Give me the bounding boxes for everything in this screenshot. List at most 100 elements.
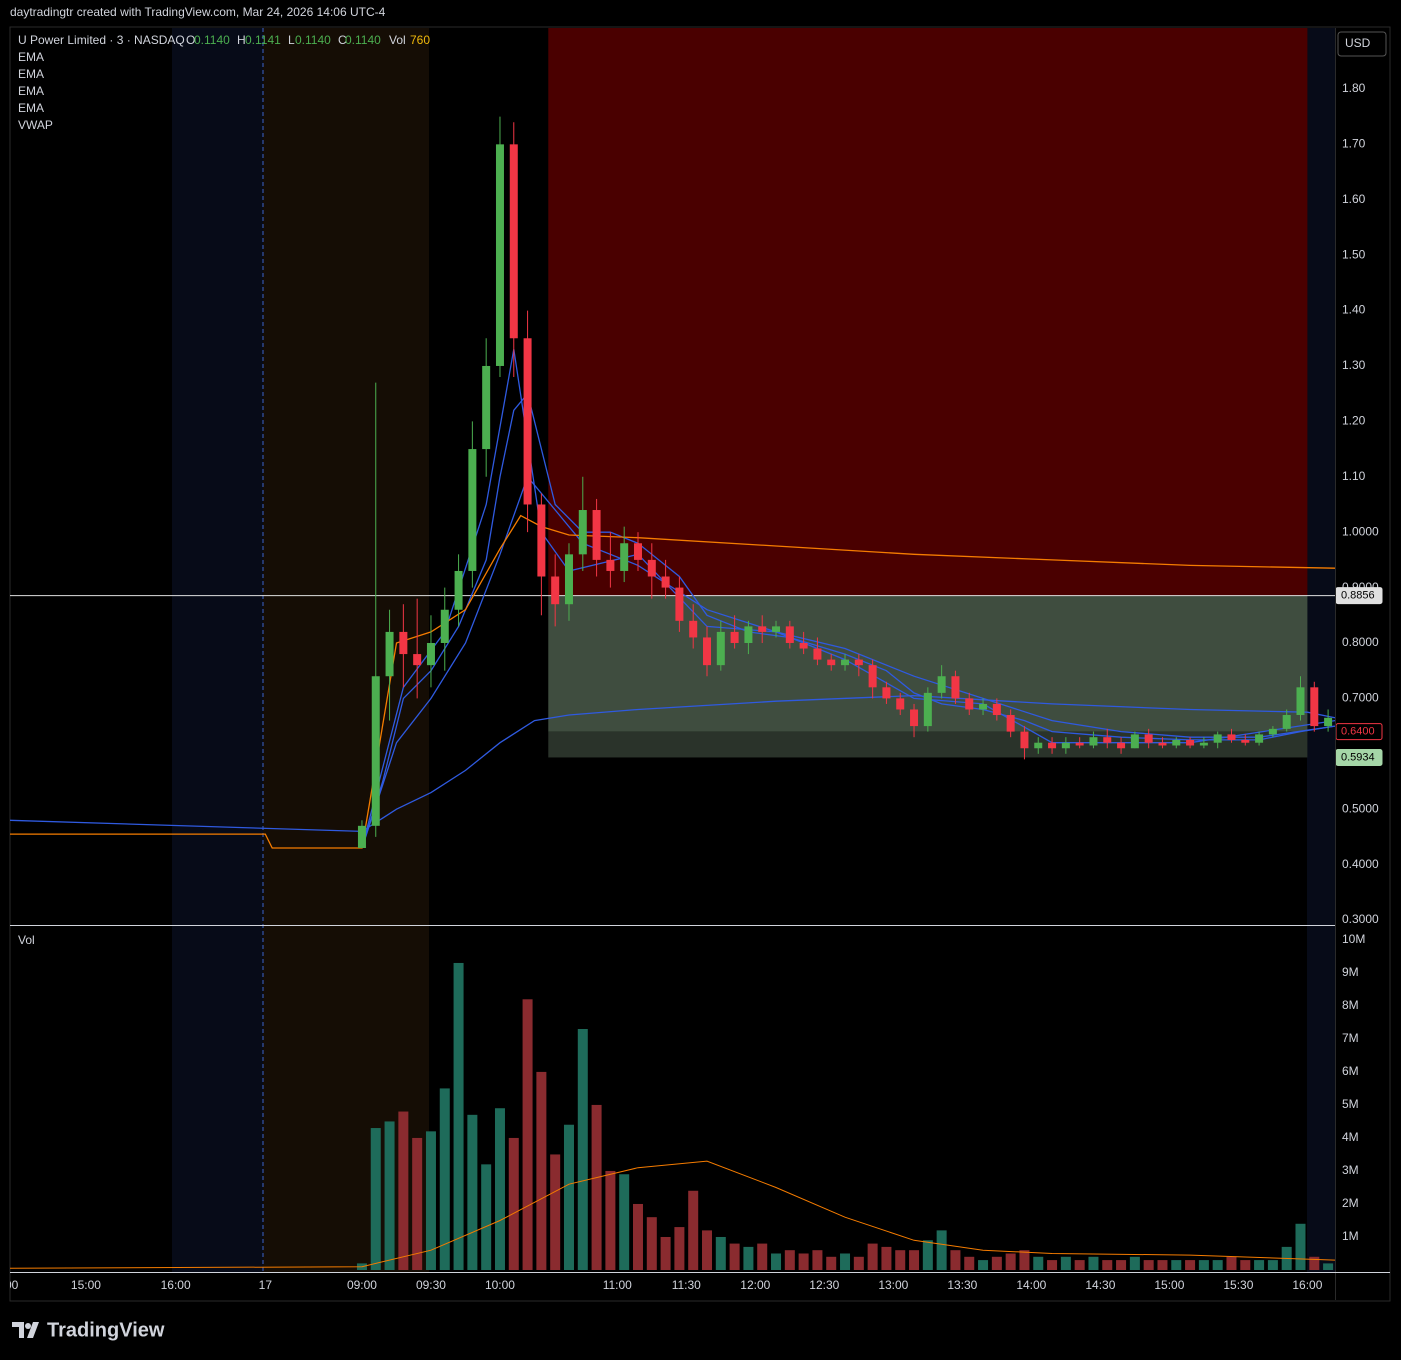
ohlc-label: H [237,33,246,47]
logo: TradingView [47,1319,165,1341]
currency[interactable]: USD [1345,36,1371,50]
candle-body [703,637,712,666]
candle-body [716,631,725,666]
candle-body [1103,737,1112,743]
volume-bar [632,1203,643,1270]
candle-body [730,631,739,643]
volume-bar [384,1121,395,1270]
volume-bar [688,1190,699,1270]
candle-body [772,626,781,632]
indicator-line [10,694,1335,833]
volume-bar [826,1256,837,1270]
candle-body [620,543,629,571]
volume-bar [1212,1260,1223,1270]
volume-tick-label: 8M [1342,998,1359,1012]
volume-bar [1033,1256,1044,1270]
legend-entry: EMA [18,84,44,98]
candle-body [1075,742,1084,746]
volume-bar [950,1250,961,1270]
volume-bar [550,1154,561,1270]
volume-bar [453,962,464,1270]
candle-body [468,449,477,571]
candle-body [1034,742,1043,749]
candle-body [1213,734,1222,743]
level-label: 0.8856 [1341,589,1375,601]
volume-bar [729,1243,740,1270]
candle-body [523,338,532,505]
candle-body [1282,715,1291,729]
ohlc-label: Vol [389,33,406,47]
candle-body [1158,742,1167,746]
price-tick-label: 0.8000 [1342,635,1379,649]
volume-bar [439,1088,450,1270]
price-tick-label: 1.0000 [1342,524,1379,538]
volume-bar [563,1124,574,1270]
volume-bar [1143,1260,1154,1270]
volume-bar [1157,1260,1168,1270]
volume-bar [840,1253,851,1270]
risk-zone [548,28,1308,596]
time-tick-label: 09:30 [416,1278,446,1292]
candle-body [854,659,863,666]
volume-bar [1019,1250,1030,1270]
price-tick-label: 1.10 [1342,469,1366,483]
candle-body [785,626,794,643]
volume-tick-label: 4M [1342,1130,1359,1144]
time-tick-label: 16:00 [161,1278,191,1292]
candle-body [1296,687,1305,716]
ohlc-value: 0.1140 [194,33,230,47]
volume-bar [1088,1256,1099,1270]
time-tick-label: 11:00 [603,1278,632,1292]
price-tick-label: 0.4000 [1342,857,1379,871]
volume-tick-label: 9M [1342,965,1359,979]
level-label: 0.6400 [1341,726,1375,738]
volume-bar [370,1128,381,1270]
ohlc-label: L [288,33,295,47]
candle-body [799,642,808,649]
level-label: 0.5934 [1341,751,1375,763]
candle-body [647,559,656,577]
candle-body [1310,687,1319,727]
volume-tick-label: 6M [1342,1064,1359,1078]
time-tick-label: 14:30 [1085,1278,1115,1292]
volume-bar [1226,1256,1237,1270]
price-tick-label: 0.5000 [1342,801,1379,815]
indicator-line [10,514,1335,849]
candle-body [1172,739,1181,746]
currency-button[interactable] [1337,31,1387,57]
candle-body [979,703,988,710]
volume-bar [1060,1256,1071,1270]
session-bg [1307,28,1335,1272]
candle-body [882,687,891,699]
candle-body [827,659,836,666]
candle-body [910,709,919,727]
legend-entry: EMA [18,67,44,81]
candle-body [744,626,753,643]
symbol-title: U Power Limited · 3 · NASDAQ [18,33,185,47]
volume-tick-label: 2M [1342,1196,1359,1210]
volume-tick-label: 7M [1342,1031,1359,1045]
header: daytradingtr created with TradingView.co… [10,5,386,19]
candle-body [868,665,877,688]
volume-bar [936,1230,947,1270]
candle-body [399,631,408,655]
time-tick-label: 11:30 [672,1278,701,1292]
volume-bar [881,1246,892,1270]
volume-bar [522,999,533,1270]
candle-body [357,825,366,848]
volume-title: Vol [18,933,35,947]
volume-bar [1295,1223,1306,1270]
indicator-line [361,392,1335,849]
volume-bar [1309,1256,1320,1270]
volume-bar [784,1250,795,1270]
candle-body [606,559,615,571]
time-tick-label: 12:30 [809,1278,839,1292]
volume-bar [467,1114,478,1270]
volume-bar [909,1250,920,1270]
volume-tick-label: 3M [1342,1163,1359,1177]
candle-body [1020,731,1029,749]
ohlc-value: 0.1141 [245,33,281,47]
volume-tick-label: 1M [1342,1229,1359,1243]
volume-bar [536,1071,547,1270]
